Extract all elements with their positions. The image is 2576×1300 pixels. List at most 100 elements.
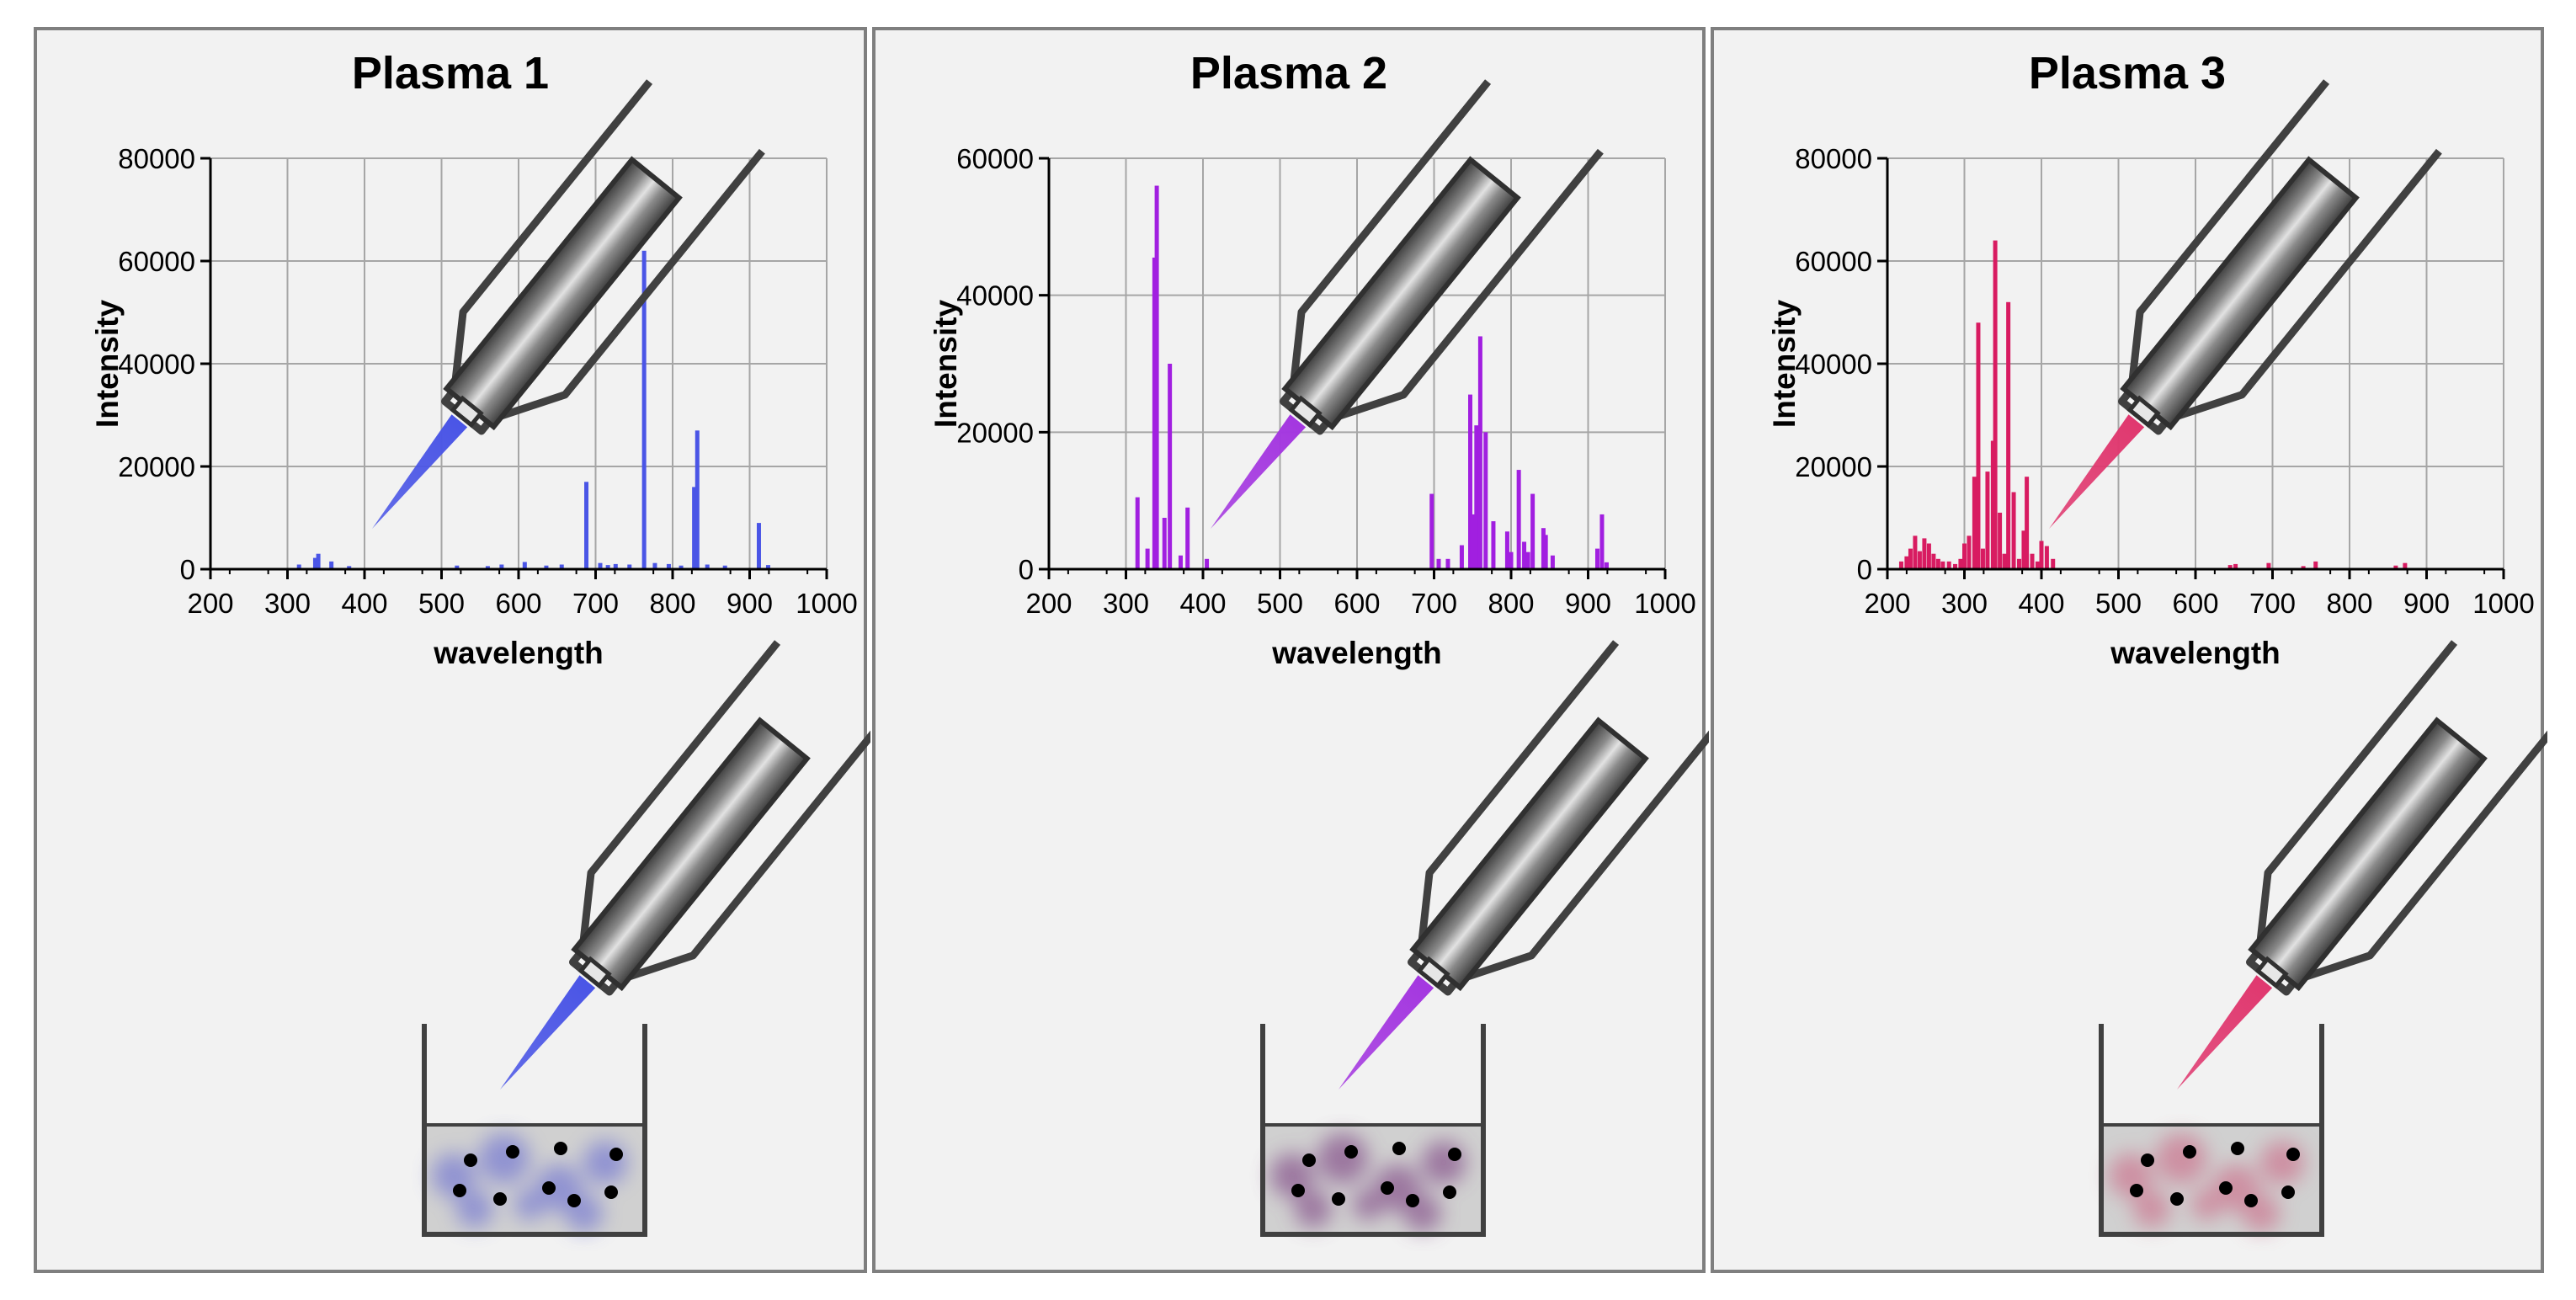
x-tick-label: 300: [1941, 588, 1988, 619]
jet-nozzle: [1288, 395, 1323, 429]
bar: [613, 563, 618, 569]
bars: [1898, 240, 2408, 569]
bar: [1953, 563, 1958, 569]
bar: [1898, 561, 1903, 569]
y-tick-label: 40000: [118, 349, 195, 380]
bars: [1135, 185, 1609, 570]
x-tick-label: 400: [341, 588, 387, 619]
bar: [1429, 493, 1434, 569]
plasma-jet-icon: [1211, 79, 1604, 529]
particle: [1302, 1153, 1316, 1167]
bar: [666, 563, 671, 569]
x-tick-label: 200: [187, 588, 233, 619]
x-tick-label: 400: [2018, 588, 2064, 619]
bar: [1205, 558, 1210, 569]
bar: [1599, 514, 1605, 569]
tint-blob: [1317, 1133, 1368, 1184]
plasma-plume: [500, 975, 596, 1090]
x-tick-label: 1000: [1634, 588, 1695, 619]
plasma-plume: [1211, 414, 1307, 529]
bar: [1976, 322, 1981, 569]
bar: [1436, 558, 1441, 569]
particle: [554, 1142, 567, 1155]
bar: [2021, 530, 2026, 569]
bar: [641, 250, 647, 569]
bar: [1162, 518, 1167, 569]
bar: [765, 565, 770, 569]
tint-blob: [2133, 1191, 2170, 1228]
particle: [2141, 1153, 2154, 1167]
bar: [2002, 553, 2007, 569]
bar: [2313, 561, 2318, 569]
bar: [1967, 535, 1972, 569]
x-axis-title: wavelength: [2110, 636, 2281, 670]
bar: [2030, 553, 2035, 569]
bar: [1135, 497, 1140, 569]
y-axis-title: Intensity: [929, 300, 963, 429]
bar: [316, 553, 321, 569]
bar: [2233, 563, 2238, 569]
jet-nozzle: [577, 956, 612, 989]
plasma-2-panel: Plasma 2 200 300 400 500 600 700 800 900 1000 0 20…: [872, 27, 1709, 1273]
x-tick-label: 800: [1488, 588, 1534, 619]
particle: [2219, 1181, 2233, 1195]
bar: [2301, 566, 2306, 569]
particle: [2183, 1145, 2196, 1159]
bar: [1168, 364, 1173, 569]
plasma-plume: [372, 414, 468, 529]
bar: [2025, 477, 2030, 569]
bar: [2039, 541, 2044, 569]
bar: [2227, 565, 2233, 569]
particle: [2231, 1142, 2244, 1155]
setup-illustration: [1211, 79, 1709, 1237]
bar: [1459, 545, 1464, 569]
grid: [1887, 157, 2504, 569]
particle: [506, 1145, 519, 1159]
particle: [542, 1181, 556, 1195]
x-tick-label: 1000: [796, 588, 857, 619]
bar: [679, 565, 684, 569]
x-tick-label: 500: [2095, 588, 2142, 619]
bar: [1470, 514, 1475, 569]
bar: [2393, 565, 2398, 569]
particle: [453, 1184, 466, 1197]
plasma-3-panel: Plasma 3 200 300 400 500 600 700 800 900 1000 0 20…: [1711, 27, 2547, 1273]
y-tick-label: 40000: [1795, 349, 1872, 380]
particle: [604, 1185, 618, 1199]
bar: [1913, 535, 1918, 569]
particle: [464, 1153, 477, 1167]
y-tick-label: 20000: [1795, 451, 1872, 482]
y-tick-label: 60000: [118, 246, 195, 277]
x-tick-label: 900: [2403, 588, 2450, 619]
plasma-plume: [2177, 975, 2273, 1090]
bar: [1998, 512, 2003, 569]
bar: [499, 564, 504, 569]
bar: [1522, 541, 1527, 569]
y-tick-label: 0: [180, 554, 195, 585]
bar: [1178, 555, 1183, 569]
panel-title: Plasma 1: [351, 48, 550, 99]
bar: [2011, 492, 2016, 569]
particle: [1291, 1184, 1305, 1197]
bar: [1550, 555, 1555, 569]
bar: [455, 565, 460, 569]
x-tick-label: 400: [1179, 588, 1226, 619]
x-axis-title: wavelength: [1271, 636, 1442, 670]
particle: [567, 1194, 581, 1207]
y-tick-label: 0: [1857, 554, 1872, 585]
bar: [1990, 440, 1995, 569]
bar: [1541, 528, 1546, 569]
x-tick-label: 900: [1565, 588, 1611, 619]
y-tick-label: 60000: [1795, 246, 1872, 277]
plasma-jet-icon: [2049, 79, 2442, 529]
tint-blob: [1295, 1191, 1332, 1228]
panel-title: Plasma 2: [1190, 48, 1388, 99]
bar: [1594, 548, 1599, 569]
y-axis-title: Intensity: [1767, 300, 1802, 429]
x-tick-label: 700: [572, 588, 619, 619]
nanoparticles: [1291, 1142, 1461, 1207]
bar: [1445, 558, 1450, 569]
bar: [1926, 543, 1931, 569]
bar: [1940, 561, 1945, 569]
nanoparticles: [2130, 1142, 2300, 1207]
